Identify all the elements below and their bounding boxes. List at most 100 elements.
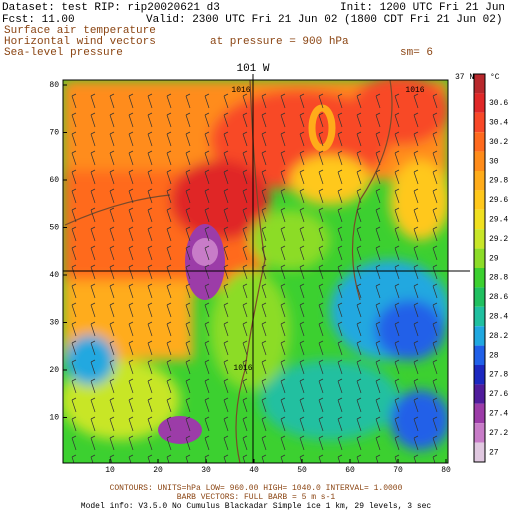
x-tick-label: 50	[297, 466, 307, 475]
wind-barb	[318, 397, 324, 413]
wind-barb	[185, 435, 191, 451]
colorbar-label: 30	[489, 157, 499, 166]
wind-barb	[318, 207, 324, 223]
wind-barb	[204, 435, 210, 451]
wind-barb	[356, 378, 362, 394]
wind-barb	[90, 188, 96, 204]
wind-barb	[299, 416, 305, 432]
wind-barb	[432, 283, 438, 299]
wind-barb	[166, 93, 172, 109]
wind-barb	[147, 302, 153, 318]
wind-barb	[261, 131, 267, 147]
colorbar-label: 28.4	[489, 313, 508, 322]
wind-barb	[166, 340, 172, 356]
wind-barb	[299, 397, 305, 413]
wind-barb	[185, 188, 191, 204]
wind-barb	[204, 226, 210, 242]
wind-barb	[261, 264, 267, 280]
wind-barb	[223, 454, 229, 463]
wind-barb	[261, 112, 267, 128]
wind-barb	[337, 188, 343, 204]
wind-barb	[242, 321, 248, 337]
colorbar-swatch	[474, 229, 485, 249]
wind-barb	[413, 321, 419, 337]
wind-barb	[432, 131, 438, 147]
wind-barb	[147, 378, 153, 394]
wind-barb	[432, 321, 438, 337]
wind-barb	[242, 435, 248, 451]
colorbar-swatch	[474, 93, 485, 113]
colorbar-label: 30.2	[489, 138, 508, 147]
wind-barb	[280, 283, 286, 299]
wind-barb	[109, 302, 115, 318]
wind-barb	[280, 435, 286, 451]
wind-barb	[109, 397, 115, 413]
wind-barb	[356, 226, 362, 242]
wind-barb	[90, 112, 96, 128]
colorbar-swatch	[474, 384, 485, 404]
y-tick-label: 10	[49, 414, 59, 423]
wind-barb	[280, 378, 286, 394]
colorbar-swatch	[474, 209, 485, 230]
wind-barb	[299, 264, 305, 280]
footer-barbs: BARB VECTORS: FULL BARB = 5 m s-1	[177, 493, 336, 502]
wind-barb	[128, 207, 134, 223]
wind-barb	[432, 454, 438, 463]
wind-barb	[204, 169, 210, 185]
wind-barb	[242, 226, 248, 242]
wind-barb	[318, 435, 324, 451]
wind-barb	[299, 378, 305, 394]
wind-barb	[394, 226, 400, 242]
wind-barb	[185, 112, 191, 128]
wind-barb	[356, 207, 362, 223]
wind-barb	[128, 321, 134, 337]
wind-barb	[299, 207, 305, 223]
wind-barb	[147, 93, 153, 109]
wind-barb	[375, 416, 381, 432]
wind-barb	[261, 226, 267, 242]
wind-barb	[280, 302, 286, 318]
wind-barb	[128, 169, 134, 185]
wind-barb	[375, 321, 381, 337]
wind-barb	[71, 321, 77, 337]
wind-barb	[109, 112, 115, 128]
colorbar-label: 28.2	[489, 332, 508, 341]
wind-barb	[394, 245, 400, 261]
wind-barb	[71, 264, 77, 280]
wind-barb	[318, 454, 324, 463]
colorbar-label: 29.4	[489, 216, 508, 225]
wind-barb	[71, 188, 77, 204]
wind-barb	[375, 226, 381, 242]
wind-barb	[242, 131, 248, 147]
colorbar-label: 27.2	[489, 429, 508, 438]
wind-barb	[147, 112, 153, 128]
wind-barb	[90, 226, 96, 242]
wind-barb	[356, 435, 362, 451]
wind-barb	[299, 302, 305, 318]
wind-barb	[413, 397, 419, 413]
wind-barb	[128, 264, 134, 280]
wind-barb	[375, 397, 381, 413]
wind-barb	[109, 454, 115, 463]
field-name: Sea-level pressure	[4, 47, 123, 59]
wind-barb	[71, 226, 77, 242]
wind-barb	[71, 207, 77, 223]
wind-barb	[337, 321, 343, 337]
colorbar: 30.6 30.4 30.2 30 29.8 29.6 29.4 29.2 29 28.8 28.6…	[473, 73, 508, 463]
wind-barb	[432, 112, 438, 128]
wind-barb	[261, 397, 267, 413]
wind-barb	[223, 302, 229, 318]
wind-barb	[299, 226, 305, 242]
wind-barb	[356, 188, 362, 204]
wind-barb	[375, 264, 381, 280]
wind-barb	[261, 283, 267, 299]
colorbar-swatch	[474, 248, 485, 268]
wind-barb	[128, 359, 134, 375]
wind-barb	[432, 302, 438, 318]
wind-barb	[413, 359, 419, 375]
wind-barb	[71, 245, 77, 261]
wind-barb	[166, 359, 172, 375]
wind-barb	[223, 359, 229, 375]
wind-barb	[147, 245, 153, 261]
wind-barb	[318, 302, 324, 318]
